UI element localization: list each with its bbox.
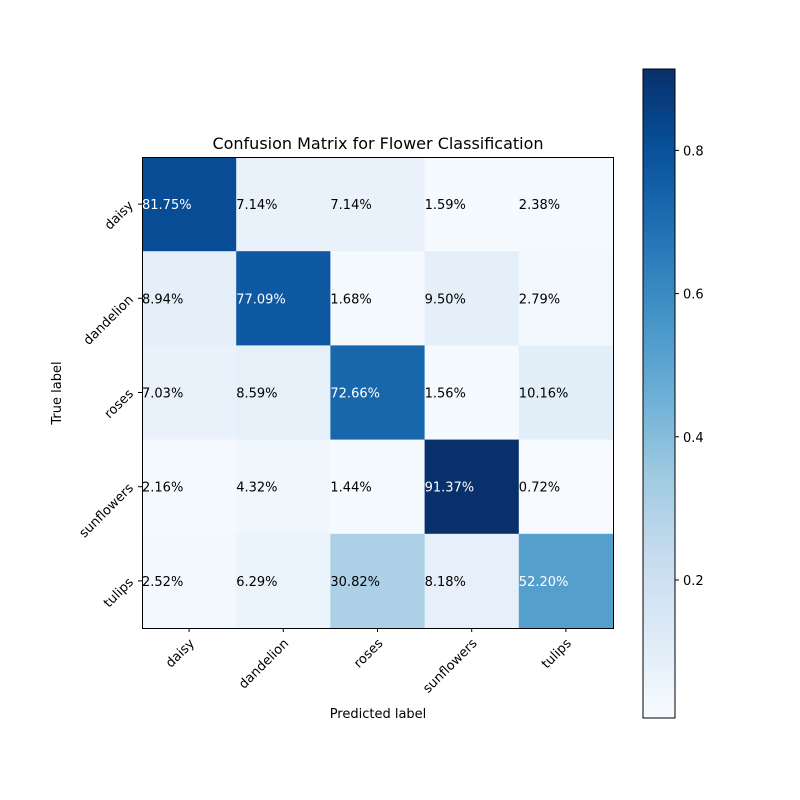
cell-value-label: 2.79%	[519, 292, 560, 307]
heatmap-cell-roses-tulips	[518, 345, 614, 441]
colorbar-tick-label: 0.4	[683, 431, 704, 446]
heatmap-cell-sunflowers-daisy	[142, 439, 237, 535]
chart-title: Confusion Matrix for Flower Classificati…	[212, 134, 543, 153]
heatmap-cell-roses-sunflowers	[424, 345, 520, 441]
colorbar-frame	[642, 68, 676, 719]
heatmap-cell-labels: 81.75% 7.14% 7.14% 1.59% 2.38% 8.94% 77.09% 1.6…	[142, 198, 568, 590]
heatmap-cell-sunflowers-dandelion	[236, 439, 331, 535]
cell-value-label: 1.68%	[330, 292, 371, 307]
heatmap-cell-roses-daisy	[142, 345, 237, 441]
colorbar-gradient	[643, 69, 675, 718]
heatmap-cell-daisy-daisy	[142, 157, 237, 252]
colorbar-tick-label: 0.2	[683, 574, 704, 589]
heatmap-cell-tulips-daisy	[142, 533, 237, 629]
cell-value-label: 6.29%	[236, 575, 277, 590]
cell-value-label: 52.20%	[519, 575, 569, 590]
cell-value-label: 4.32%	[236, 481, 277, 496]
cell-value-label: 72.66%	[330, 387, 380, 402]
cell-value-label: 7.03%	[142, 387, 183, 402]
colorbar-ticks: 0.2 0.4 0.6 0.8	[675, 144, 704, 589]
cell-value-label: 7.14%	[236, 198, 277, 213]
cell-value-label: 2.16%	[142, 481, 183, 496]
y-axis-label: True label	[50, 361, 65, 425]
cell-value-label: 8.18%	[425, 575, 466, 590]
heatmap-cell-daisy-dandelion	[236, 157, 331, 252]
cell-value-label: 30.82%	[330, 575, 380, 590]
heatmap-cell-daisy-roses	[330, 157, 426, 252]
cell-value-label: 1.56%	[425, 387, 466, 402]
cell-value-label: 8.94%	[142, 292, 183, 307]
heatmap-cell-sunflowers-sunflowers	[424, 439, 520, 535]
cell-value-label: 9.50%	[425, 292, 466, 307]
heatmap-cell-dandelion-sunflowers	[424, 251, 520, 346]
cell-value-label: 7.14%	[330, 198, 371, 213]
heatmap-cell-roses-roses	[330, 345, 426, 441]
cell-value-label: 0.72%	[519, 481, 560, 496]
heatmap-cell-roses-dandelion	[236, 345, 331, 441]
heatmap-cell-tulips-tulips	[518, 533, 614, 629]
colorbar-tick-label: 0.6	[683, 288, 704, 303]
heatmap-cell-dandelion-tulips	[518, 251, 614, 346]
heatmap-cell-tulips-roses	[330, 533, 426, 629]
heatmap-cell-daisy-sunflowers	[424, 157, 520, 252]
heatmap-cell-sunflowers-roses	[330, 439, 426, 535]
cell-value-label: 1.44%	[330, 481, 371, 496]
cell-value-label: 91.37%	[425, 481, 475, 496]
colorbar-tick-label: 0.8	[683, 144, 704, 159]
heatmap-cell-tulips-dandelion	[236, 533, 331, 629]
heatmap-cell-daisy-tulips	[518, 157, 614, 252]
cell-value-label: 2.38%	[519, 198, 560, 213]
heatmap-cell-dandelion-roses	[330, 251, 426, 346]
cell-value-label: 81.75%	[142, 198, 192, 213]
heatmap-cell-sunflowers-tulips	[518, 439, 614, 535]
cell-value-label: 2.52%	[142, 575, 183, 590]
cell-value-label: 10.16%	[519, 387, 569, 402]
heatmap-cell-dandelion-daisy	[142, 251, 237, 346]
heatmap-cell-dandelion-dandelion	[236, 251, 331, 346]
cell-value-label: 1.59%	[425, 198, 466, 213]
cell-value-label: 8.59%	[236, 387, 277, 402]
heatmap-cells	[142, 157, 614, 629]
cell-value-label: 77.09%	[236, 292, 286, 307]
x-axis-label: Predicted label	[330, 707, 427, 722]
heatmap-cell-tulips-sunflowers	[424, 533, 520, 629]
